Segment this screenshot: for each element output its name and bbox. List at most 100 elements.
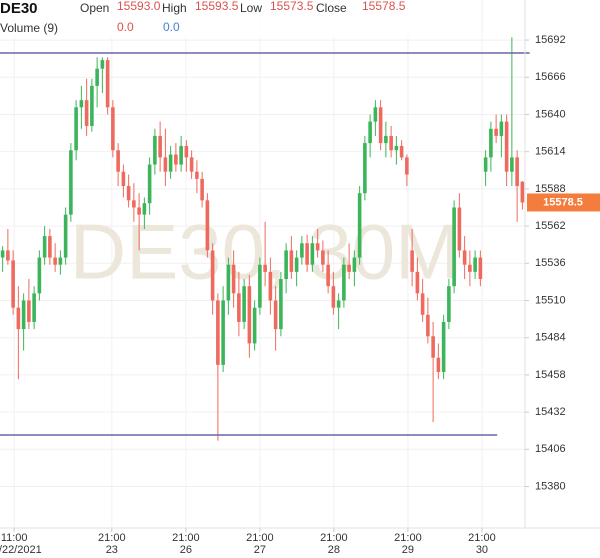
candle-body bbox=[279, 279, 283, 330]
candle-body bbox=[510, 157, 514, 172]
candle-body bbox=[499, 121, 504, 136]
x-tick-label: 11:00 bbox=[1, 532, 28, 544]
candle-body bbox=[420, 293, 425, 315]
ohlc-label: High bbox=[162, 1, 187, 15]
candle-body bbox=[95, 68, 99, 86]
candle-body bbox=[347, 264, 351, 272]
candle-body bbox=[74, 107, 78, 151]
candle-body bbox=[174, 154, 178, 165]
candle-body bbox=[221, 300, 225, 365]
candle-body bbox=[16, 307, 21, 330]
y-tick-label: 15666 bbox=[535, 71, 566, 83]
candle-body bbox=[315, 243, 320, 251]
candle-body bbox=[100, 60, 105, 69]
candle-body bbox=[168, 154, 173, 172]
candle-body bbox=[84, 100, 89, 126]
x-date-label: 07/22/2021 bbox=[0, 544, 42, 556]
x-tick-label: 21:00 bbox=[468, 532, 496, 544]
y-tick-label: 15484 bbox=[535, 332, 566, 344]
candle-body bbox=[378, 107, 383, 144]
candle-body bbox=[132, 200, 136, 208]
candle-body bbox=[357, 193, 362, 258]
candle-body bbox=[331, 286, 336, 308]
candle-body bbox=[394, 145, 399, 151]
candle-body bbox=[226, 264, 231, 301]
candle-body bbox=[373, 107, 378, 122]
candle-body bbox=[121, 171, 126, 187]
candle-body bbox=[179, 145, 183, 165]
candle-body bbox=[111, 107, 115, 151]
candle-body bbox=[263, 264, 267, 272]
x-tick-label: 21:00 bbox=[394, 532, 422, 544]
ohlc-value: 15573.5 bbox=[270, 0, 314, 13]
candle-body bbox=[457, 207, 462, 251]
candle-body bbox=[389, 135, 393, 151]
candle-body bbox=[90, 85, 94, 126]
candle-body bbox=[468, 264, 472, 272]
candle-body bbox=[426, 314, 430, 337]
ohlc-label: Open bbox=[80, 1, 109, 15]
candle-body bbox=[32, 293, 36, 322]
candle-body bbox=[195, 171, 199, 179]
y-tick-label: 15510 bbox=[535, 294, 566, 306]
candle-body bbox=[147, 164, 152, 204]
candle-body bbox=[53, 257, 57, 265]
candle-body bbox=[399, 145, 404, 158]
candle-body bbox=[63, 214, 68, 258]
y-tick-label: 15614 bbox=[535, 146, 566, 158]
y-tick-label: 15692 bbox=[535, 34, 566, 46]
candle-body bbox=[352, 257, 357, 272]
candle-body bbox=[116, 150, 120, 172]
candle-body bbox=[247, 286, 252, 344]
candle-body bbox=[300, 243, 304, 258]
ohlc-label: Close bbox=[316, 1, 347, 15]
candle-body bbox=[163, 157, 168, 172]
volume-value: 0.0 bbox=[163, 20, 180, 34]
candle-body bbox=[137, 207, 141, 215]
candle-body bbox=[158, 135, 162, 158]
y-tick-label: 15380 bbox=[535, 480, 566, 492]
candle-body bbox=[126, 186, 131, 201]
candle-body bbox=[447, 286, 451, 322]
candle-body bbox=[363, 143, 367, 194]
candle-body bbox=[478, 257, 483, 280]
axes: 15380 15406 15432 15458 15484 15510 15536 15562… bbox=[0, 34, 600, 556]
candle-body bbox=[452, 207, 456, 287]
candle-body bbox=[205, 200, 210, 251]
candle-body bbox=[268, 271, 273, 301]
candle-body bbox=[79, 100, 84, 108]
candle-body bbox=[384, 135, 388, 144]
candle-body bbox=[342, 264, 346, 301]
x-date-label: 23 bbox=[106, 544, 118, 556]
y-tick-label: 15406 bbox=[535, 443, 566, 455]
candles bbox=[0, 37, 530, 441]
price-label-bg bbox=[527, 193, 600, 212]
x-tick-label: 21:00 bbox=[320, 532, 348, 544]
candle-body bbox=[6, 250, 10, 261]
x-date-label: 30 bbox=[476, 544, 488, 556]
x-date-label: 29 bbox=[402, 544, 414, 556]
candle-body bbox=[489, 128, 493, 158]
candle-body bbox=[415, 271, 420, 294]
ohlc-value: 15593.0 bbox=[117, 0, 161, 13]
candle-body bbox=[37, 257, 42, 294]
candle-body bbox=[27, 300, 31, 322]
candle-body bbox=[258, 264, 262, 308]
x-tick-label: 21:00 bbox=[98, 532, 126, 544]
candle-body bbox=[504, 121, 509, 172]
candle-body bbox=[431, 336, 435, 358]
candle-body bbox=[21, 300, 26, 330]
candle-body bbox=[42, 236, 47, 258]
candle-body bbox=[321, 250, 325, 265]
y-tick-label: 15432 bbox=[535, 406, 566, 418]
candle-body bbox=[252, 307, 257, 344]
x-date-label: 28 bbox=[328, 544, 340, 556]
candle-body bbox=[48, 236, 52, 258]
candle-body bbox=[216, 300, 220, 365]
y-tick-label: 15562 bbox=[535, 220, 566, 232]
candle-body bbox=[441, 321, 446, 373]
candle-body bbox=[273, 300, 278, 330]
candle-body bbox=[284, 250, 288, 280]
